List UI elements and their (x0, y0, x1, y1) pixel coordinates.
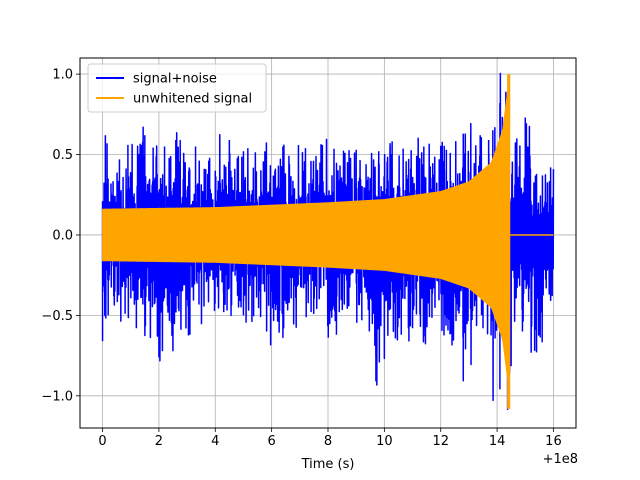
y-tick-label: 1.0 (52, 68, 73, 83)
y-tick-label: −0.5 (41, 309, 73, 324)
x-tick-label: 16 (545, 434, 562, 449)
x-tick-label: 6 (267, 434, 275, 449)
y-tick-label: 0.5 (52, 148, 73, 163)
series-layer (101, 72, 555, 411)
x-tick-label: 2 (155, 434, 163, 449)
y-tick-label: −1.0 (41, 389, 73, 404)
legend-label-unwhitened-signal: unwhitened signal (133, 92, 252, 107)
legend-label-signal-noise: signal+noise (133, 72, 217, 87)
legend-box (87, 63, 267, 113)
legend: signal+noise unwhitened signal (87, 63, 267, 113)
y-tick-label: 0.0 (52, 228, 73, 243)
x-tick-label: 8 (324, 434, 332, 449)
x-tick-label: 4 (211, 434, 219, 449)
axis-ticks: 0 2 4 6 8 10 12 14 16 −1.0 −0.5 0.0 0.5 1.0 (41, 68, 561, 449)
x-tick-label: 0 (98, 434, 106, 449)
x-tick-label: 14 (489, 434, 506, 449)
x-axis-label: Time (s) (301, 457, 355, 472)
series-unwhitened-signal (102, 74, 511, 409)
x-tick-label: 12 (432, 434, 449, 449)
x-tick-label: 10 (376, 434, 393, 449)
x-axis-offset-label: +1e8 (543, 452, 578, 467)
